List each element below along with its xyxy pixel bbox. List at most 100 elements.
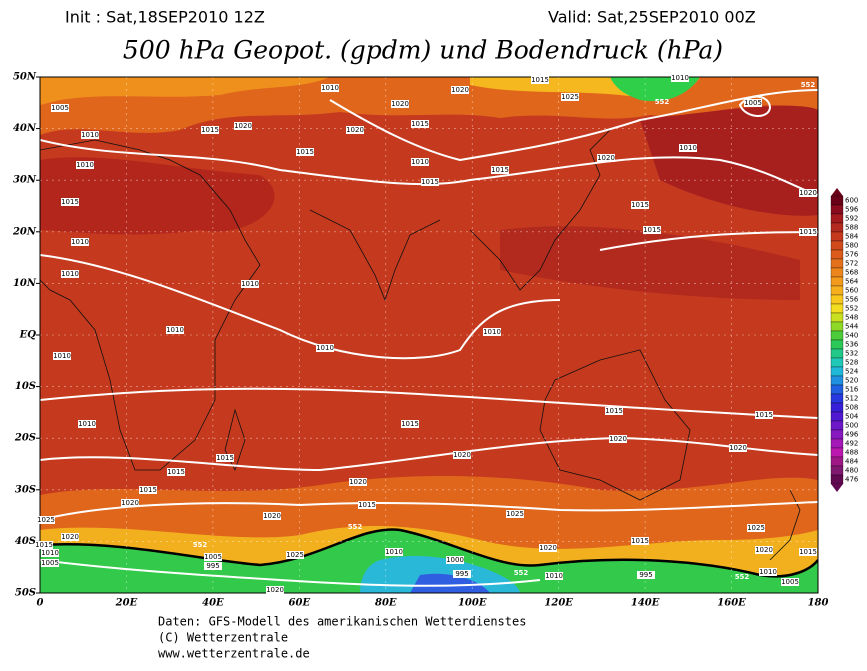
contour-label-bg (286, 551, 304, 559)
contour-label: 1020 (266, 586, 284, 594)
contour-label-bg (755, 411, 773, 419)
contour-label-bg (316, 344, 334, 352)
height-label: 552 (348, 523, 363, 531)
colorbar-swatch (830, 240, 844, 251)
contour-label: 1010 (61, 270, 79, 278)
contour-label-bg (51, 104, 69, 112)
contour-label-bg (411, 158, 429, 166)
contour-label: 1015 (216, 454, 234, 462)
colorbar-swatch (830, 249, 844, 260)
colorbar-label: 572 (845, 260, 858, 268)
contour-label: 1025 (37, 516, 55, 524)
contour-label-bg (53, 352, 71, 360)
contour-label-bg (201, 126, 219, 134)
colorbar-cap (831, 188, 843, 196)
contour-label-bg (263, 512, 281, 520)
colorbar-label: 584 (845, 233, 859, 241)
contour-label: 1020 (799, 189, 817, 197)
contour-label: 1000 (446, 556, 464, 564)
colorbar-swatch (830, 465, 844, 476)
map-title: 500 hPa Geopot. (gpdm) und Bodendruck (h… (123, 36, 723, 65)
contour-label: 1020 (453, 451, 471, 459)
contour-label: 1010 (679, 144, 697, 152)
colorbar-swatch (830, 429, 844, 440)
contour-label: 1010 (385, 548, 403, 556)
colorbar-label: 524 (845, 368, 859, 376)
contour-label: 1010 (316, 344, 334, 352)
contour-label-bg (453, 451, 471, 459)
colorbar-swatch (830, 384, 844, 395)
contour-label-bg (346, 126, 364, 134)
contour-label-bg (506, 510, 524, 518)
contour-label: 1015 (401, 420, 419, 428)
contour-label-bg (799, 548, 817, 556)
contour-label: 1010 (759, 568, 777, 576)
contour-label: 1015 (296, 148, 314, 156)
contour-label: 1010 (483, 328, 501, 336)
colorbar-swatch (830, 294, 844, 305)
lon-label: 100E (458, 598, 487, 609)
lon-label: 160E (717, 598, 746, 609)
colorbar-swatch (830, 474, 844, 485)
colorbar-label: 596 (845, 206, 859, 214)
contour-label: 1010 (241, 280, 259, 288)
colorbar-label: 488 (845, 449, 858, 457)
contour-label-bg (139, 486, 157, 494)
colorbar-label: 480 (845, 467, 858, 475)
contour-label-bg (491, 166, 509, 174)
footer-line: Daten: GFS-Modell des amerikanischen Wet… (158, 615, 526, 629)
contour-label: 1015 (139, 486, 157, 494)
contour-label: 1010 (545, 572, 563, 580)
contour-label-bg (81, 131, 99, 139)
lon-label: 80E (375, 598, 397, 609)
colorbar-swatch (830, 195, 844, 206)
colorbar-swatch (830, 411, 844, 422)
field-high-pacific (640, 105, 818, 216)
contour-label-bg (637, 571, 655, 579)
contour-label-bg (216, 454, 234, 462)
colorbar-label: 548 (845, 314, 858, 322)
contour-label-bg (759, 568, 777, 576)
colorbar-label: 512 (845, 395, 858, 403)
contour-label: 1020 (597, 154, 615, 162)
contour-label: 1015 (755, 411, 773, 419)
contour-label: 1015 (35, 541, 53, 549)
colorbar-swatch (830, 285, 844, 296)
contour-label-bg (561, 93, 579, 101)
colorbar-label: 520 (845, 377, 858, 385)
contour-label-bg (643, 226, 661, 234)
colorbar-swatch (830, 375, 844, 386)
colorbar-label: 568 (845, 269, 858, 277)
contour-label: 1015 (643, 226, 661, 234)
colorbar-swatch (830, 213, 844, 224)
contour-labels: 1015 1010 1005 1010 1020 1020 1025 1010 1015 1020… (35, 74, 817, 594)
contour-label-bg (531, 76, 549, 84)
contour-label-bg (671, 74, 689, 82)
colorbar-label: 492 (845, 440, 858, 448)
contour-label-bg (609, 435, 627, 443)
height-label: 552 (514, 569, 529, 577)
contour-label: 1015 (531, 76, 549, 84)
contour-label: 1015 (411, 120, 429, 128)
contour-label-bg (358, 501, 376, 509)
lon-label: 0 (37, 598, 44, 609)
contour-label: 1005 (744, 99, 762, 107)
contour-label-bg (41, 559, 59, 567)
lat-label: 40S (15, 536, 36, 547)
lon-label: 40E (202, 598, 224, 609)
colorbar-label: 476 (845, 476, 859, 484)
contour-label: 1010 (321, 84, 339, 92)
colorbar-swatch (830, 330, 844, 341)
contour-label: 1010 (78, 420, 96, 428)
contour-label: 1015 (358, 501, 376, 509)
lon-label: 180 (808, 598, 829, 609)
lat-label: 20N (12, 226, 37, 237)
contour-label-bg (729, 444, 747, 452)
footer-line: (C) Wetterzentrale (158, 631, 288, 645)
contour-label: 1010 (411, 158, 429, 166)
height-label: 552 (735, 573, 750, 581)
contour-label-bg (421, 178, 439, 186)
colorbar-swatch (830, 204, 844, 215)
init-time: Init : Sat,18SEP2010 12Z (65, 8, 265, 27)
